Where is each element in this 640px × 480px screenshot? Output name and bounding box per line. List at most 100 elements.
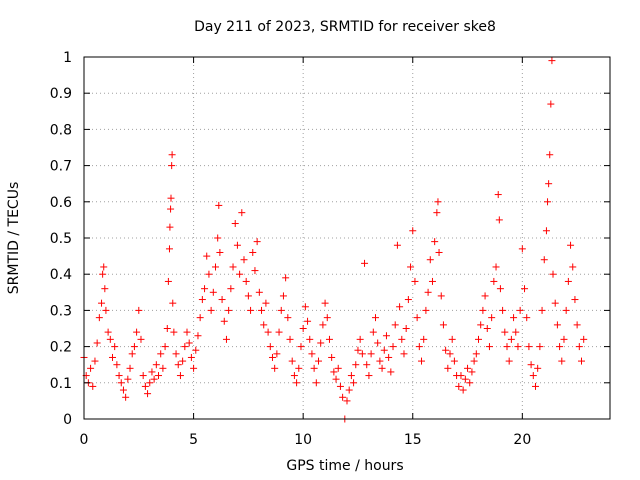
- data-point: [321, 299, 329, 307]
- data-point: [163, 325, 171, 332]
- data-point: [400, 350, 408, 358]
- data-point: [470, 357, 478, 365]
- data-point: [444, 364, 452, 372]
- data-point: [152, 361, 160, 369]
- data-point: [128, 350, 136, 358]
- data-point: [407, 263, 415, 271]
- data-point: [556, 343, 564, 351]
- data-point: [352, 361, 360, 369]
- data-point: [402, 325, 410, 332]
- data-point: [93, 339, 101, 347]
- ticks-layer: 00.10.20.30.40.50.60.70.80.910 5 10 15 20: [50, 50, 610, 448]
- data-point: [124, 375, 132, 383]
- data-point: [350, 379, 358, 387]
- data-point: [536, 343, 544, 351]
- data-point: [98, 299, 106, 307]
- data-point: [472, 350, 480, 358]
- data-point: [141, 382, 149, 390]
- data-point: [398, 335, 406, 343]
- data-point: [448, 335, 456, 343]
- data-point: [262, 299, 270, 307]
- data-point: [244, 292, 252, 300]
- data-point: [442, 346, 450, 354]
- data-point: [356, 335, 364, 343]
- data-point: [385, 353, 393, 361]
- data-point: [275, 328, 283, 336]
- data-point: [290, 372, 298, 380]
- x-tick-label: 5: [189, 432, 198, 448]
- data-point: [466, 379, 474, 387]
- data-point: [258, 306, 266, 314]
- data-point: [437, 292, 445, 300]
- data-point: [564, 277, 572, 285]
- data-point: [332, 375, 340, 383]
- x-tick-label: 10: [294, 432, 312, 448]
- data-point: [286, 335, 294, 343]
- data-point: [354, 346, 362, 354]
- data-point: [507, 335, 515, 343]
- chart-title: Day 211 of 2023, SRMTID for receiver ske…: [194, 19, 496, 35]
- data-point: [89, 382, 97, 390]
- data-point: [282, 274, 290, 282]
- data-point: [159, 364, 167, 372]
- data-point: [542, 227, 550, 235]
- data-point: [540, 256, 548, 264]
- y-tick-label: 0.5: [50, 231, 72, 247]
- data-point: [428, 277, 436, 285]
- data-point: [378, 364, 386, 372]
- data-point: [481, 292, 489, 300]
- data-point: [174, 361, 182, 369]
- data-point: [315, 357, 323, 365]
- data-point: [483, 325, 491, 332]
- data-point: [578, 357, 586, 365]
- data-point: [573, 321, 581, 329]
- data-point: [137, 335, 145, 343]
- data-point: [571, 296, 579, 304]
- data-point: [135, 306, 143, 314]
- data-point: [548, 57, 556, 65]
- data-point: [194, 332, 202, 340]
- y-tick-label: 0.3: [50, 303, 72, 319]
- data-point: [268, 353, 276, 361]
- data-point: [301, 303, 309, 311]
- y-tick-label: 0.9: [50, 86, 72, 102]
- data-point: [255, 288, 263, 296]
- data-point: [108, 353, 116, 361]
- data-point: [496, 285, 504, 293]
- data-point: [117, 379, 125, 387]
- data-point: [150, 375, 158, 383]
- data-point: [521, 285, 529, 293]
- data-point: [249, 248, 257, 256]
- x-axis-label: GPS time / hours: [286, 458, 403, 474]
- data-point: [306, 335, 314, 343]
- data-point: [157, 350, 165, 358]
- data-point: [192, 346, 200, 354]
- data-point: [312, 379, 320, 387]
- data-point: [567, 241, 575, 249]
- data-point: [339, 393, 347, 401]
- data-point: [434, 198, 442, 206]
- data-point: [148, 368, 156, 376]
- data-point: [218, 296, 226, 304]
- data-point: [115, 372, 123, 380]
- data-point: [553, 321, 561, 329]
- data-point: [165, 245, 173, 253]
- data-point: [529, 372, 537, 380]
- data-point: [382, 332, 390, 340]
- data-point: [247, 306, 255, 314]
- data-point: [299, 325, 307, 332]
- x-tick-label: 15: [404, 432, 422, 448]
- data-point: [122, 393, 130, 401]
- x-tick-label: 0: [80, 432, 89, 448]
- data-point: [284, 314, 292, 322]
- data-point: [544, 198, 552, 206]
- data-point: [523, 314, 531, 322]
- data-point: [479, 306, 487, 314]
- data-point: [227, 285, 235, 293]
- data-point: [242, 277, 250, 285]
- data-point: [459, 386, 467, 394]
- data-point: [439, 321, 447, 329]
- data-point: [422, 306, 430, 314]
- data-point: [549, 270, 557, 278]
- data-point: [266, 343, 274, 351]
